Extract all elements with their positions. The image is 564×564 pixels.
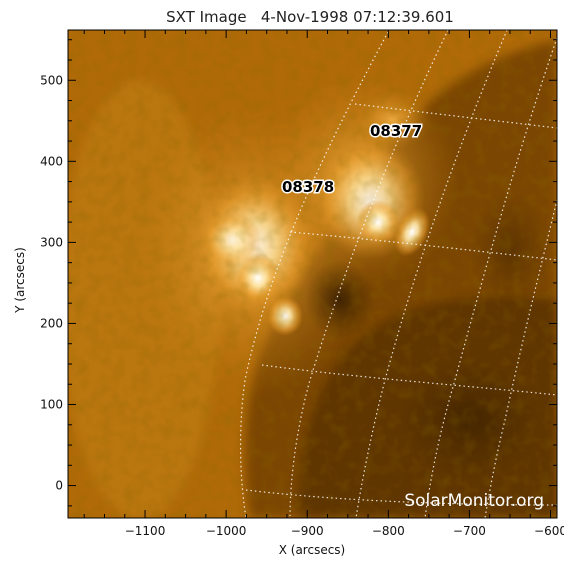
sxt-image: 08377 08378 SolarMonitor.org — [68, 30, 557, 518]
x-tick-label: −1000 — [206, 524, 247, 538]
x-axis-label: X (arcsecs) — [279, 543, 346, 557]
y-tick-label: 400 — [40, 154, 63, 168]
image-title: SXT Image 4-Nov-1998 07:12:39.601 — [166, 8, 454, 26]
y-axis-ticks: 0 100 200 300 400 500 — [40, 39, 557, 507]
x-tick-label: −900 — [291, 524, 324, 538]
x-axis-ticks: −1100 −1000 −900 −800 −700 −600 — [83, 30, 564, 538]
solarmonitor-watermark: SolarMonitor.org — [404, 491, 544, 511]
region-label-08377: 08377 — [370, 122, 422, 140]
y-tick-label: 500 — [40, 73, 63, 87]
y-tick-label: 0 — [55, 479, 63, 493]
x-tick-label: −600 — [534, 524, 564, 538]
y-tick-label: 100 — [40, 398, 63, 412]
region-label-08378: 08378 — [282, 178, 334, 196]
y-tick-label: 200 — [40, 316, 63, 330]
x-tick-label: −1100 — [125, 524, 166, 538]
y-tick-label: 300 — [40, 235, 63, 249]
plot-frame — [67, 29, 558, 519]
x-tick-label: −800 — [372, 524, 405, 538]
x-tick-label: −700 — [453, 524, 486, 538]
heliographic-grid — [239, 30, 557, 518]
y-axis-label: Y (arcsecs) — [13, 247, 27, 314]
